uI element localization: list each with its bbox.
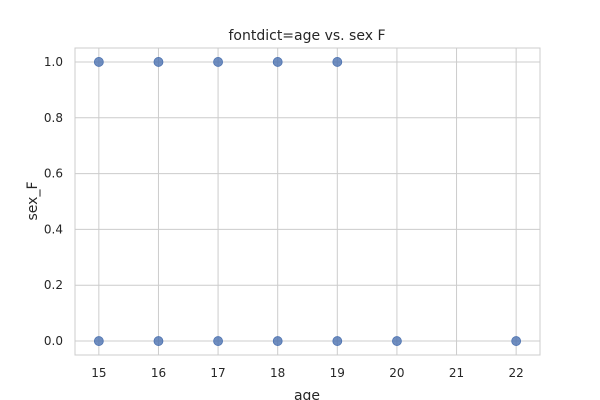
data-point <box>153 57 164 67</box>
data-point <box>153 336 164 346</box>
data-point <box>332 57 343 67</box>
y-axis-label: sex_F <box>25 182 41 221</box>
x-tick-label: 20 <box>389 366 404 380</box>
x-tick-label: 18 <box>270 366 285 380</box>
data-point <box>213 57 223 67</box>
x-tick-label: 16 <box>151 366 166 380</box>
grid <box>75 48 540 355</box>
x-tick-label: 19 <box>330 366 345 380</box>
plot-frame <box>74 47 541 356</box>
data-point <box>332 336 343 346</box>
data-point <box>272 336 283 346</box>
data-point <box>511 336 522 346</box>
y-tick-label: 1.0 <box>44 55 63 69</box>
x-tick-labels: 15 16 17 18 19 20 21 22 <box>91 366 524 380</box>
x-tick-label: 17 <box>210 366 225 380</box>
x-axis-label: age <box>294 388 320 400</box>
y-tick-label: 0.0 <box>44 334 63 348</box>
data-point <box>272 57 283 67</box>
y-tick-label: 0.6 <box>44 167 63 181</box>
y-tick-label: 0.4 <box>44 222 63 236</box>
x-tick-label: 15 <box>91 366 106 380</box>
data-point <box>93 336 104 346</box>
y-tick-label: 0.8 <box>44 111 63 125</box>
y-tick-labels: 0.0 0.2 0.4 0.6 0.8 1.0 <box>44 55 63 348</box>
data-point <box>93 57 104 67</box>
data-point <box>213 336 223 346</box>
chart-title: fontdict=age vs. sex F <box>228 28 385 44</box>
data-points <box>93 57 522 346</box>
y-tick-label: 0.2 <box>44 278 63 292</box>
plot-background <box>75 48 540 355</box>
x-tick-label: 22 <box>509 366 524 380</box>
x-tick-label: 21 <box>449 366 464 380</box>
data-point <box>392 336 402 346</box>
